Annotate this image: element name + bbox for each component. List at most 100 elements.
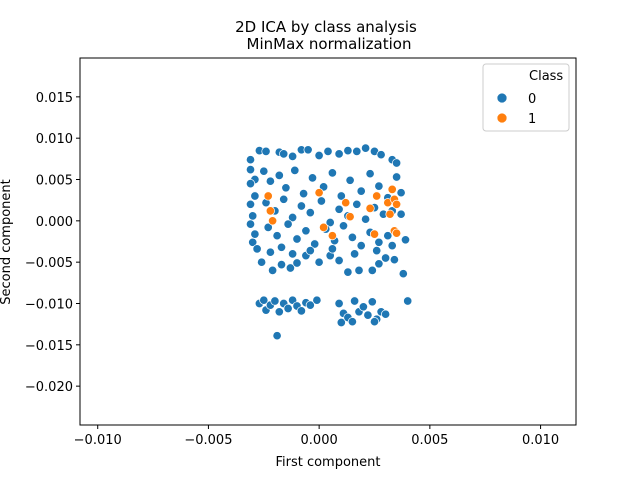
data-point-class-0 [356,241,366,251]
data-point-class-0 [245,155,256,165]
data-point-class-0 [334,149,344,159]
x-axis-ticks: −0.010 −0.005 0.000 0.005 0.010 [74,425,559,448]
data-point-class-0 [261,146,271,156]
data-point-class-1 [314,188,324,198]
y-axis-ticks: 0.015 0.010 0.005 0.000 −0.005 −0.010 −0.015 −0… [25,91,80,395]
chart-subtitle: MinMax normalization [247,35,412,53]
x-tick-label: 0.010 [522,433,559,448]
data-point-class-0 [307,173,318,183]
x-axis-label: First component [275,455,380,470]
data-point-class-0 [396,209,406,219]
data-point-class-0 [252,244,262,254]
data-point-class-0 [338,221,349,231]
data-point-class-0 [374,181,384,191]
data-point-class-0 [310,239,320,249]
data-point-class-0 [288,249,298,259]
data-point-class-0 [323,146,333,156]
data-point-class-0 [276,242,287,252]
data-point-class-0 [301,226,311,236]
data-point-class-0 [400,235,411,245]
data-point-class-0 [361,214,371,224]
data-point-class-0 [316,196,326,206]
data-point-class-1 [392,228,402,238]
data-point-class-0 [259,166,269,176]
data-point-class-0 [372,246,382,256]
data-point-class-1 [385,209,395,219]
data-point-class-0 [389,255,399,265]
data-point-class-0 [305,246,315,256]
data-point-class-1 [369,229,380,239]
data-point-class-1 [268,216,278,226]
data-point-class-0 [274,170,284,180]
plot-frame [79,57,577,426]
data-point-class-0 [356,186,366,196]
data-point-class-0 [248,211,258,221]
data-point-class-0 [358,302,368,312]
data-point-class-0 [374,259,384,269]
data-point-class-0 [288,151,298,161]
data-point-class-0 [283,219,293,229]
x-tick-label: 0.000 [301,433,338,448]
x-tick-label: 0.005 [411,433,448,448]
data-point-class-1 [341,198,351,208]
data-point-class-0 [365,169,375,179]
data-point-class-0 [279,149,289,159]
y-axis-label: Second component [0,179,14,305]
data-point-class-0 [299,189,309,199]
data-point-class-1 [392,199,402,209]
data-point-class-0 [327,244,337,254]
data-point-class-0 [381,309,391,319]
data-point-class-0 [350,249,360,259]
data-point-class-0 [347,232,357,242]
data-point-class-0 [283,303,293,314]
data-point-class-0 [334,204,344,214]
data-point-class-0 [245,179,256,189]
data-point-class-0 [312,295,322,305]
data-point-class-0 [292,234,302,244]
data-point-class-0 [250,191,260,201]
data-point-class-0 [367,265,377,275]
data-point-class-1 [372,191,382,201]
data-point-class-0 [270,296,280,306]
data-point-class-0 [272,231,282,241]
y-tick-label: 0.015 [36,91,73,106]
data-point-class-0 [363,310,373,320]
data-point-class-0 [350,296,360,306]
y-tick-label: 0.010 [36,132,73,147]
data-point-class-0 [354,265,364,275]
data-point-class-1 [387,184,397,194]
x-tick-label: −0.005 [184,433,232,448]
data-point-class-0 [305,300,315,310]
data-point-class-0 [325,217,335,228]
chart-title: 2D ICA by class analysis [235,18,417,36]
legend-label-class-1: 1 [528,112,536,127]
data-point-class-0 [345,175,355,185]
data-point-class-0 [290,165,300,175]
data-point-class-1 [263,191,273,201]
legend: Class 0 1 [482,63,570,132]
data-point-class-0 [265,176,275,186]
data-point-class-0 [268,265,278,275]
data-point-class-0 [367,297,377,307]
data-point-class-0 [347,317,357,327]
data-point-class-0 [285,263,295,273]
data-point-class-0 [263,222,273,232]
data-point-class-0 [279,194,289,204]
data-point-class-0 [245,199,256,209]
y-tick-label: 0.005 [36,174,73,189]
legend-label-class-0: 0 [528,92,536,107]
data-point-class-1 [265,206,275,216]
data-point-class-0 [336,317,346,328]
data-point-class-0 [314,150,324,161]
data-point-class-1 [327,231,337,241]
data-point-class-0 [392,158,402,168]
data-point-class-0 [257,257,267,267]
data-point-class-0 [352,199,362,209]
legend-marker-class-0 [496,92,508,104]
data-point-class-0 [398,269,408,279]
data-point-class-0 [288,212,298,223]
data-point-class-0 [343,267,353,277]
data-point-class-0 [336,191,346,201]
y-tick-label: −0.015 [25,339,73,354]
